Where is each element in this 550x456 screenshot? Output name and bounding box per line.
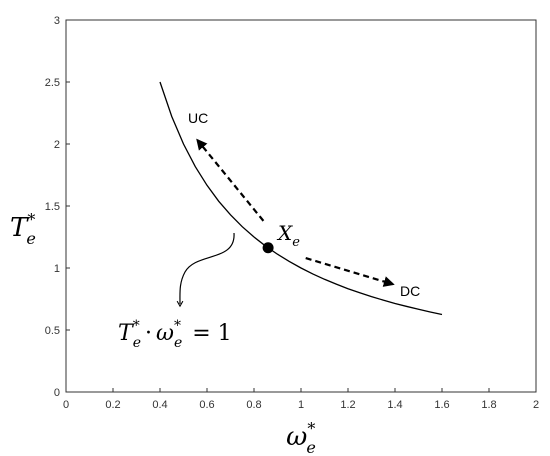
dc-label: DC: [400, 283, 420, 299]
x-tick-label: 0.6: [199, 399, 214, 411]
x-tick-label: 1.2: [340, 399, 355, 411]
x-axis-ticks: 0 0.2 0.4 0.6 0.8 1 1.2 1.4 1.6 1.8 2: [63, 388, 539, 411]
x-tick-label: 0.4: [152, 399, 167, 411]
equilibrium-point: [262, 242, 274, 254]
x-tick-label: 0.8: [246, 399, 261, 411]
curve-equation-dot: ·: [145, 321, 152, 346]
x-tick-label: 0.2: [105, 399, 120, 411]
y-tick-label: 1.5: [45, 201, 60, 213]
y-axis-title-sup: *: [27, 210, 35, 229]
y-tick-label: 1: [54, 263, 60, 275]
uc-arrow: [196, 138, 265, 222]
equilibrium-point-label-base: X: [276, 221, 293, 245]
x-axis-title-sub: e: [306, 438, 315, 456]
y-tick-label: 0: [54, 387, 60, 399]
x-tick-label: 1.8: [481, 399, 496, 411]
curve-equation-t-sub: e: [133, 335, 141, 351]
uc-label: UC: [188, 110, 208, 126]
y-tick-label: 3: [54, 15, 60, 27]
curve-equation-t-sup: *: [133, 318, 140, 334]
y-axis-title-sub: e: [26, 229, 35, 248]
curve-equation-w: ω: [156, 321, 174, 346]
curve-equation-t: T: [118, 321, 135, 346]
equilibrium-point-label: Xe: [276, 221, 300, 250]
y-axis-title: T* e: [10, 210, 36, 248]
equilibrium-point-label-sub: e: [292, 235, 300, 250]
y-tick-label: 2: [54, 139, 60, 151]
curve-equation-w-sub: e: [174, 335, 182, 351]
y-tick-label: 0.5: [45, 325, 60, 337]
curve-equation: T* e · ω* e = 1: [118, 318, 232, 351]
x-tick-label: 0: [63, 399, 69, 411]
dc-arrow: [305, 257, 395, 287]
y-tick-label: 2.5: [45, 77, 60, 89]
x-tick-label: 1.6: [434, 399, 449, 411]
curve-equation-rhs: = 1: [192, 321, 231, 346]
x-tick-label: 1.4: [387, 399, 402, 411]
x-axis-title-sup: *: [307, 419, 315, 438]
x-axis-title: ω* e: [286, 419, 316, 456]
curve-equation-w-sup: *: [174, 318, 181, 334]
x-tick-label: 1: [298, 399, 304, 411]
y-axis-ticks: 0 0.5 1 1.5 2 2.5 3: [45, 15, 70, 399]
plot-area: [65, 19, 537, 393]
equation-pointer-arrow: [176, 232, 235, 308]
x-axis-title-base: ω: [286, 422, 307, 452]
curve-line: [159, 81, 443, 316]
x-tick-label: 2: [533, 399, 539, 411]
y-axis-title-base: T: [10, 213, 29, 243]
